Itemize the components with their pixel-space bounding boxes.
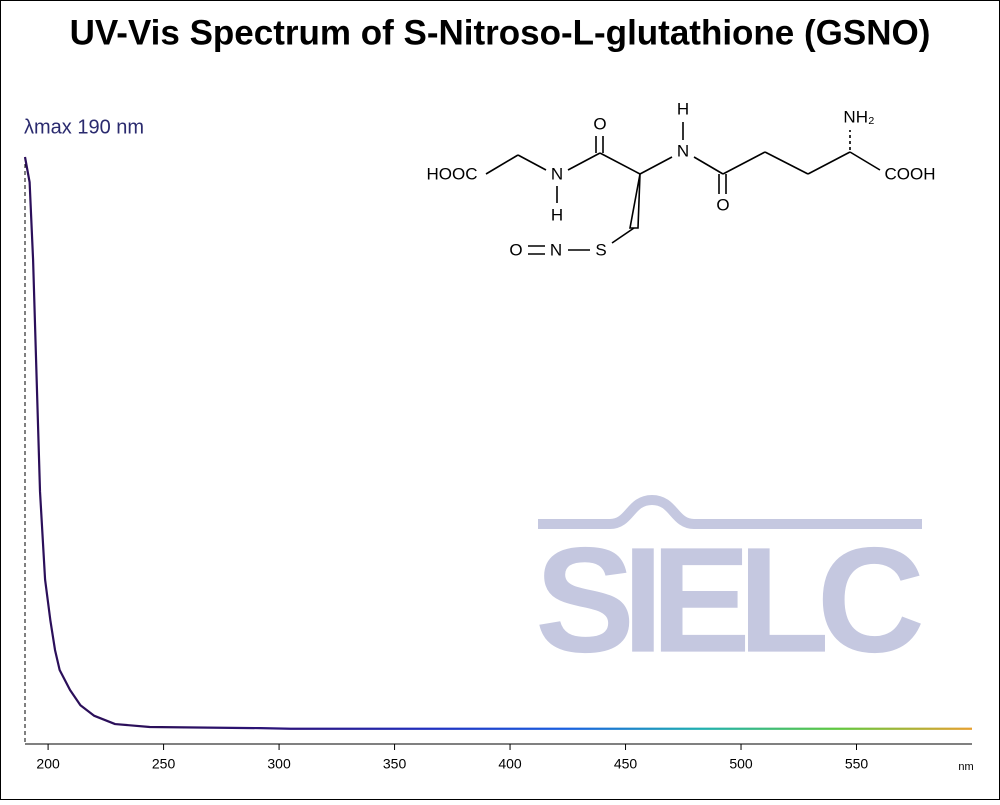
x-tick-label: 250 — [152, 756, 176, 772]
watermark-wave — [538, 494, 922, 529]
atom-label: H — [677, 99, 689, 118]
annotation: λmax 190 nm — [24, 116, 144, 138]
x-tick-label: 450 — [614, 756, 638, 772]
chart-title: UV-Vis Spectrum of S-Nitroso-L-glutathio… — [70, 13, 931, 52]
bond — [611, 227, 635, 244]
bond — [599, 152, 641, 175]
bond — [693, 156, 724, 175]
bond — [849, 151, 881, 171]
atom-label: S — [595, 240, 606, 259]
bond — [517, 154, 547, 171]
watermark-text: SIELC — [535, 516, 925, 684]
atom-label: N — [551, 164, 563, 183]
atom-label: N — [550, 240, 562, 259]
structure: HOOC N H O N H O NH₂ COOH O N S — [427, 99, 936, 259]
atom-label: HOOC — [427, 164, 478, 183]
bond — [639, 156, 673, 175]
bond — [807, 151, 851, 175]
bond — [567, 152, 601, 171]
spectrum-line — [23, 156, 972, 730]
atom-label: H — [551, 205, 563, 224]
x-tick-label: 400 — [498, 756, 522, 772]
bond — [764, 151, 809, 175]
x-tick-label: 200 — [36, 756, 60, 772]
x-tick-label: 350 — [383, 756, 407, 772]
bond — [485, 154, 519, 175]
x-tick-label: 500 — [729, 756, 753, 772]
atom-label: O — [509, 240, 522, 259]
x-tick-label: 300 — [267, 756, 291, 772]
atom-label: NH₂ — [843, 107, 874, 126]
atom-label: COOH — [885, 164, 936, 183]
x-tick-label: 550 — [845, 756, 869, 772]
watermark: SIELC — [535, 494, 925, 684]
atom-label: O — [716, 195, 729, 214]
atom-label: O — [593, 114, 606, 133]
atom-label: N — [677, 141, 689, 160]
x-unit: nm — [958, 761, 973, 773]
bond — [722, 151, 766, 175]
